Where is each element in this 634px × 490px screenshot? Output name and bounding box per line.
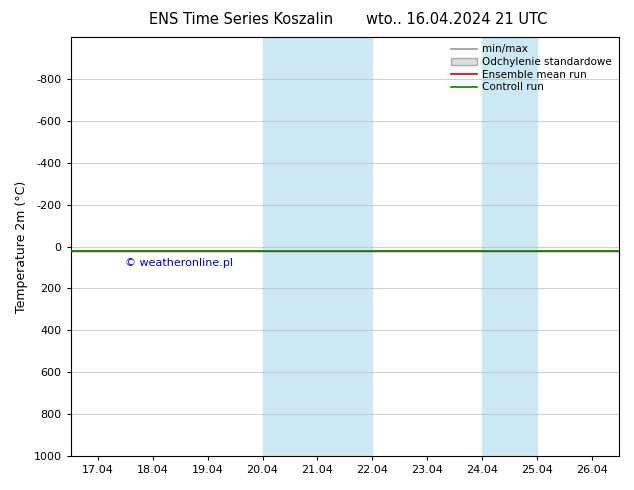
Text: wto.. 16.04.2024 21 UTC: wto.. 16.04.2024 21 UTC	[366, 12, 547, 27]
Y-axis label: Temperature 2m (°C): Temperature 2m (°C)	[15, 180, 28, 313]
Bar	[318, 37, 372, 456]
Bar	[482, 37, 537, 456]
Legend: min/max, Odchylenie standardowe, Ensemble mean run, Controll run: min/max, Odchylenie standardowe, Ensembl…	[449, 42, 614, 94]
Text: ENS Time Series Koszalin: ENS Time Series Koszalin	[149, 12, 333, 27]
Bar	[262, 37, 318, 456]
Text: © weatheronline.pl: © weatheronline.pl	[126, 258, 233, 268]
